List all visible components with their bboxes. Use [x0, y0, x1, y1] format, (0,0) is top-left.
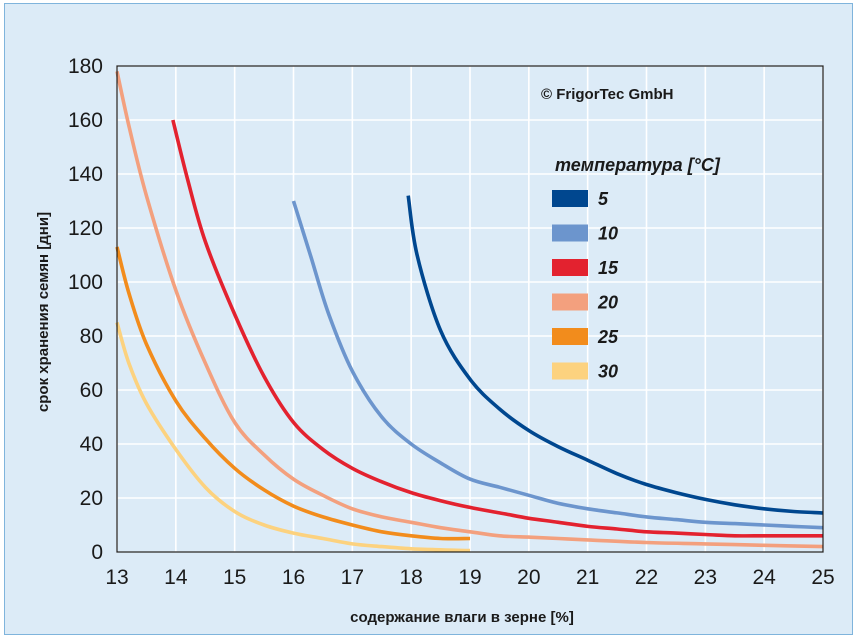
series-line-30	[115, 321, 471, 553]
legend-label-20: 20	[597, 293, 618, 313]
x-tick-label: 19	[458, 566, 481, 589]
series-line-25	[115, 246, 471, 541]
x-tick-label: 17	[341, 566, 364, 589]
legend-swatch-20	[552, 293, 588, 311]
y-tick-label: 140	[68, 163, 103, 186]
x-tick-label: 23	[694, 566, 717, 589]
y-tick-label: 20	[80, 487, 103, 510]
y-tick-label: 60	[80, 379, 103, 402]
x-tick-label: 14	[164, 566, 188, 589]
x-tick-labels: 13 14 15 16 17 18 19 20 21 22 23 24 25	[105, 566, 834, 589]
y-tick-label: 180	[68, 55, 103, 78]
legend-swatch-10	[552, 224, 588, 242]
series-line-10	[291, 200, 824, 530]
legend-label-30: 30	[598, 362, 618, 382]
legend-swatch-15	[552, 259, 588, 276]
legend-label-25: 25	[597, 327, 619, 347]
grid	[116, 65, 824, 553]
y-tick-label: 160	[68, 109, 103, 132]
x-tick-label: 24	[752, 566, 776, 589]
x-tick-label: 15	[223, 566, 246, 589]
x-tick-label: 21	[576, 566, 599, 589]
x-tick-label: 20	[517, 566, 540, 589]
y-axis-label: срок хранения семян [дни]	[35, 212, 52, 412]
x-tick-label: 16	[282, 566, 305, 589]
x-tick-label: 22	[635, 566, 658, 589]
copyright-text: © FrigorTec GmbH	[541, 86, 673, 103]
x-tick-label: 13	[105, 566, 128, 589]
y-tick-label: 0	[91, 541, 103, 564]
legend-swatch-30	[552, 362, 588, 380]
y-tick-label: 100	[68, 271, 103, 294]
y-tick-labels: 0 20 40 60 80 100 120 140 160 180	[68, 55, 103, 564]
series-line-5	[406, 195, 824, 515]
y-tick-label: 120	[68, 217, 103, 240]
x-tick-label: 25	[811, 566, 834, 589]
plot-border	[116, 65, 824, 553]
x-axis-label: содержание влаги в зерне [%]	[350, 609, 574, 626]
legend-swatch-5	[552, 190, 588, 207]
legend-label-5: 5	[598, 189, 609, 209]
legend-title: температура [°C]	[555, 155, 721, 175]
series-line-20	[115, 71, 824, 549]
series-line-15	[171, 119, 823, 538]
y-tick-label: 40	[80, 433, 103, 456]
y-tick-label: 80	[80, 325, 103, 348]
x-tick-label: 18	[399, 566, 422, 589]
series-lines	[115, 71, 824, 553]
legend: температура [°C] 5 10 15 20 25 30	[552, 155, 721, 382]
legend-label-10: 10	[598, 224, 618, 244]
legend-label-15: 15	[598, 258, 619, 278]
legend-swatch-25	[552, 328, 588, 345]
